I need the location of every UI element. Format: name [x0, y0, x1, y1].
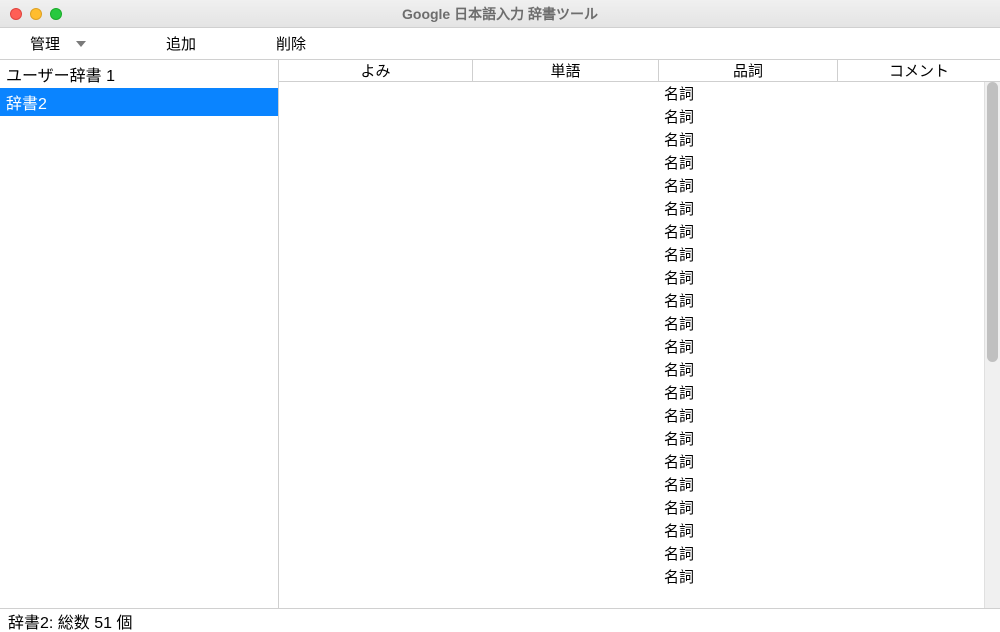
scroll-thumb[interactable]	[987, 82, 998, 362]
manage-label: 管理	[30, 33, 60, 54]
table-row[interactable]: 名詞	[279, 496, 1000, 519]
table-row[interactable]: 名詞	[279, 427, 1000, 450]
table-row[interactable]: 名詞	[279, 450, 1000, 473]
column-header-comment[interactable]: コメント	[837, 60, 1000, 82]
cell-pos[interactable]: 名詞	[658, 336, 837, 357]
table-row[interactable]: 名詞	[279, 519, 1000, 542]
table-row[interactable]: 名詞	[279, 82, 1000, 105]
table-header: よみ 単語 品詞 コメント	[279, 60, 1000, 82]
sidebar-item-dictionary[interactable]: 辞書2	[0, 88, 278, 116]
add-label: 追加	[166, 33, 196, 54]
cell-pos[interactable]: 名詞	[658, 152, 837, 173]
cell-pos[interactable]: 名詞	[658, 543, 837, 564]
cell-pos[interactable]: 名詞	[658, 129, 837, 150]
titlebar: Google 日本語入力 辞書ツール	[0, 0, 1000, 28]
table-row[interactable]: 名詞	[279, 128, 1000, 151]
cell-pos[interactable]: 名詞	[658, 175, 837, 196]
traffic-lights	[10, 8, 62, 20]
cell-pos[interactable]: 名詞	[658, 474, 837, 495]
maximize-icon[interactable]	[50, 8, 62, 20]
table-row[interactable]: 名詞	[279, 473, 1000, 496]
cell-pos[interactable]: 名詞	[658, 405, 837, 426]
window-title: Google 日本語入力 辞書ツール	[10, 4, 990, 24]
table-row[interactable]: 名詞	[279, 542, 1000, 565]
add-button[interactable]: 追加	[166, 33, 196, 54]
sidebar-item-dictionary[interactable]: ユーザー辞書 1	[0, 60, 278, 88]
status-text: 辞書2: 総数 51 個	[8, 609, 132, 632]
table-body[interactable]: 名詞名詞名詞名詞名詞名詞名詞名詞名詞名詞名詞名詞名詞名詞名詞名詞名詞名詞名詞名詞…	[279, 82, 1000, 608]
cell-pos[interactable]: 名詞	[658, 359, 837, 380]
dictionary-sidebar: ユーザー辞書 1辞書2	[0, 60, 279, 608]
delete-button[interactable]: 削除	[276, 33, 306, 54]
column-header-pos[interactable]: 品詞	[658, 60, 837, 82]
cell-pos[interactable]: 名詞	[658, 83, 837, 104]
cell-pos[interactable]: 名詞	[658, 244, 837, 265]
table-row[interactable]: 名詞	[279, 335, 1000, 358]
table-row[interactable]: 名詞	[279, 312, 1000, 335]
cell-pos[interactable]: 名詞	[658, 290, 837, 311]
cell-pos[interactable]: 名詞	[658, 451, 837, 472]
cell-pos[interactable]: 名詞	[658, 428, 837, 449]
table-row[interactable]: 名詞	[279, 220, 1000, 243]
table-row[interactable]: 名詞	[279, 197, 1000, 220]
delete-label: 削除	[276, 33, 306, 54]
toolbar: 管理 追加 削除	[0, 28, 1000, 60]
close-icon[interactable]	[10, 8, 22, 20]
table-row[interactable]: 名詞	[279, 358, 1000, 381]
cell-pos[interactable]: 名詞	[658, 106, 837, 127]
table-row[interactable]: 名詞	[279, 243, 1000, 266]
table-row[interactable]: 名詞	[279, 151, 1000, 174]
cell-pos[interactable]: 名詞	[658, 566, 837, 587]
table-row[interactable]: 名詞	[279, 266, 1000, 289]
cell-pos[interactable]: 名詞	[658, 221, 837, 242]
column-header-yomi[interactable]: よみ	[279, 60, 472, 82]
cell-pos[interactable]: 名詞	[658, 198, 837, 219]
minimize-icon[interactable]	[30, 8, 42, 20]
cell-pos[interactable]: 名詞	[658, 267, 837, 288]
cell-pos[interactable]: 名詞	[658, 313, 837, 334]
column-header-word[interactable]: 単語	[472, 60, 658, 82]
table-row[interactable]: 名詞	[279, 565, 1000, 588]
entries-table: よみ 単語 品詞 コメント 名詞名詞名詞名詞名詞名詞名詞名詞名詞名詞名詞名詞名詞…	[279, 60, 1000, 608]
main-area: ユーザー辞書 1辞書2 よみ 単語 品詞 コメント 名詞名詞名詞名詞名詞名詞名詞…	[0, 60, 1000, 608]
table-row[interactable]: 名詞	[279, 289, 1000, 312]
chevron-down-icon	[76, 41, 86, 47]
manage-menu[interactable]: 管理	[30, 33, 86, 54]
cell-pos[interactable]: 名詞	[658, 520, 837, 541]
status-bar: 辞書2: 総数 51 個	[0, 608, 1000, 632]
table-row[interactable]: 名詞	[279, 381, 1000, 404]
vertical-scrollbar[interactable]	[984, 82, 1000, 608]
cell-pos[interactable]: 名詞	[658, 497, 837, 518]
table-row[interactable]: 名詞	[279, 105, 1000, 128]
table-row[interactable]: 名詞	[279, 404, 1000, 427]
table-row[interactable]: 名詞	[279, 174, 1000, 197]
cell-pos[interactable]: 名詞	[658, 382, 837, 403]
